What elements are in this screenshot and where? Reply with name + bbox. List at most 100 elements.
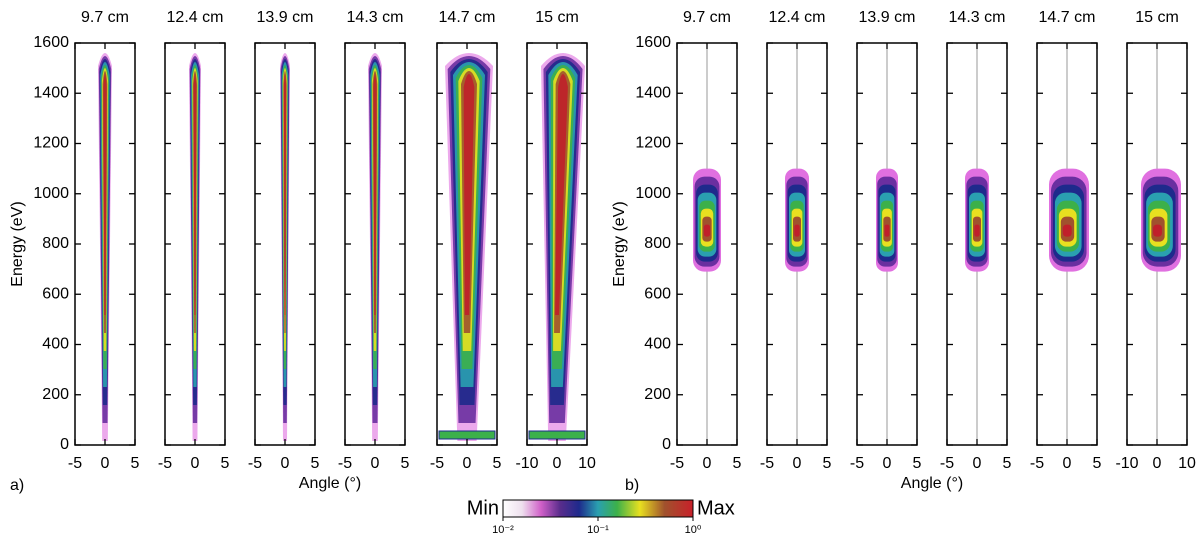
- x-tick-label: 5: [1003, 455, 1012, 472]
- x-tick-label: 5: [311, 455, 320, 472]
- x-tick-label: -5: [670, 455, 684, 472]
- panel-label: b): [625, 477, 639, 494]
- y-tick-label: 1000: [635, 185, 671, 202]
- intensity-layer: [463, 74, 475, 315]
- x-tick-label: 5: [733, 455, 742, 472]
- y-tick-label: 1600: [33, 34, 69, 51]
- intensity-layer: [1153, 224, 1162, 237]
- y-tick-label: 400: [644, 336, 671, 353]
- intensity-map: [368, 53, 382, 441]
- x-tick-label: 0: [793, 455, 802, 472]
- intensity-map: [693, 43, 721, 445]
- intensity-band: [438, 430, 496, 440]
- panel-title: 12.4 cm: [769, 9, 826, 26]
- panel-label: a): [10, 477, 24, 494]
- panel-title: 14.7 cm: [1039, 9, 1096, 26]
- x-tick-label: 10: [578, 455, 596, 472]
- y-tick-label: 800: [644, 235, 671, 252]
- y-tick-label: 600: [42, 285, 69, 302]
- intensity-layer: [974, 224, 980, 237]
- y-axis-label: Energy (eV): [9, 201, 26, 286]
- x-tick-label: 0: [1153, 455, 1162, 472]
- x-tick-label: 0: [191, 455, 200, 472]
- x-tick-label: 5: [131, 455, 140, 472]
- x-tick-label: 10: [1178, 455, 1196, 472]
- panel-title: 9.7 cm: [81, 9, 129, 26]
- x-tick-label: 0: [703, 455, 712, 472]
- intensity-map: [189, 53, 201, 441]
- x-tick-label: 0: [463, 455, 472, 472]
- y-tick-label: 200: [42, 386, 69, 403]
- intensity-layer: [103, 74, 107, 315]
- intensity-band: [528, 430, 586, 440]
- intensity-layer: [193, 74, 197, 315]
- x-tick-label: -5: [68, 455, 82, 472]
- panel-title: 13.9 cm: [859, 9, 916, 26]
- y-tick-label: 0: [662, 436, 671, 453]
- y-tick-label: 1200: [33, 135, 69, 152]
- x-tick-label: 0: [1063, 455, 1072, 472]
- intensity-layer: [373, 74, 377, 315]
- x-tick-label: 0: [973, 455, 982, 472]
- intensity-layer: [703, 224, 711, 237]
- x-tick-label: 5: [493, 455, 502, 472]
- intensity-map: [1049, 43, 1089, 445]
- panel-title: 14.3 cm: [949, 9, 1006, 26]
- y-tick-label: 1000: [33, 185, 69, 202]
- y-tick-label: 400: [42, 336, 69, 353]
- intensity-layer: [884, 224, 890, 237]
- x-tick-label: -5: [940, 455, 954, 472]
- x-tick-label: -5: [338, 455, 352, 472]
- intensity-map: [98, 53, 112, 441]
- x-tick-label: -5: [760, 455, 774, 472]
- y-tick-label: 0: [60, 436, 69, 453]
- x-tick-label: 0: [281, 455, 290, 472]
- y-tick-label: 1400: [33, 84, 69, 101]
- x-tick-label: -5: [430, 455, 444, 472]
- panel-title: 12.4 cm: [167, 9, 224, 26]
- x-tick-label: -5: [850, 455, 864, 472]
- panel-title: 14.7 cm: [439, 9, 496, 26]
- x-tick-label: 0: [371, 455, 380, 472]
- panel-title: 14.3 cm: [347, 9, 404, 26]
- x-tick-label: -5: [1030, 455, 1044, 472]
- intensity-map: [438, 53, 496, 441]
- x-tick-label: 5: [401, 455, 410, 472]
- y-tick-label: 200: [644, 386, 671, 403]
- intensity-map: [280, 53, 290, 441]
- x-tick-label: 0: [883, 455, 892, 472]
- intensity-map: [785, 43, 809, 445]
- panel-title: 13.9 cm: [257, 9, 314, 26]
- intensity-map: [876, 43, 898, 445]
- x-tick-label: 5: [1093, 455, 1102, 472]
- x-tick-label: -5: [248, 455, 262, 472]
- panel-title: 9.7 cm: [683, 9, 731, 26]
- x-tick-label: 5: [221, 455, 230, 472]
- y-tick-label: 1200: [635, 135, 671, 152]
- y-tick-label: 800: [42, 235, 69, 252]
- x-tick-label: -10: [1115, 455, 1138, 472]
- x-tick-label: 0: [553, 455, 562, 472]
- intensity-layer: [555, 74, 568, 315]
- intensity-layer: [283, 74, 287, 315]
- x-tick-label: 5: [913, 455, 922, 472]
- x-tick-label: 0: [101, 455, 110, 472]
- colorbar: [502, 499, 694, 518]
- intensity-map: [528, 53, 586, 441]
- panel-title: 15 cm: [535, 9, 579, 26]
- x-tick-label: 5: [823, 455, 832, 472]
- intensity-map: [965, 43, 989, 445]
- colorbar-tick-label: 10⁻²: [492, 524, 514, 536]
- intensity-map: [1141, 43, 1181, 445]
- colorbar-min-label: Min: [467, 497, 499, 519]
- x-tick-label: -10: [515, 455, 538, 472]
- colorbar-max-label: Max: [697, 497, 735, 519]
- x-axis-label: Angle (°): [299, 475, 361, 492]
- colorbar-tick-label: 10⁰: [685, 524, 702, 536]
- colorbar-tick-label: 10⁻¹: [587, 524, 609, 536]
- intensity-layer: [1062, 224, 1072, 237]
- panel-title: 15 cm: [1135, 9, 1179, 26]
- x-axis-label: Angle (°): [901, 475, 963, 492]
- y-tick-label: 1600: [635, 34, 671, 51]
